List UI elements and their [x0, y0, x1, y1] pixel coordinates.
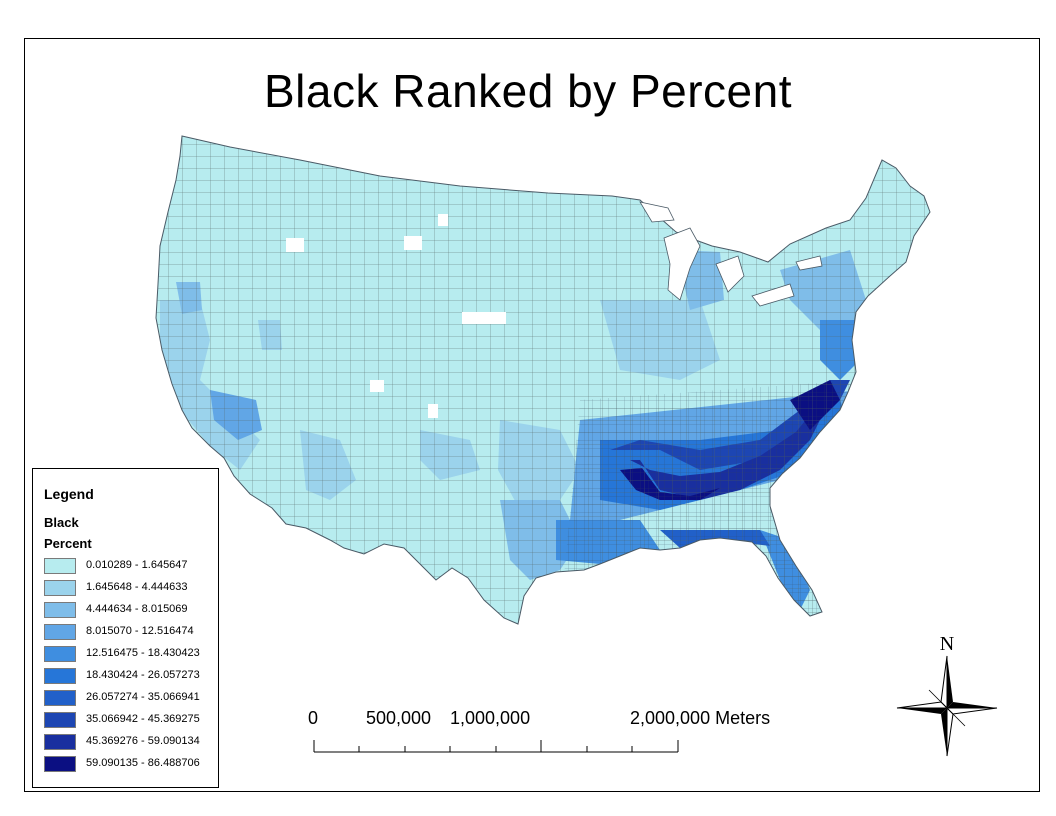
legend-swatch [44, 756, 76, 772]
legend-label: 0.010289 - 1.645647 [86, 559, 188, 571]
legend-swatch [44, 558, 76, 574]
legend-label: 1.645648 - 4.444633 [86, 581, 188, 593]
legend-swatch [44, 624, 76, 640]
legend-label: 8.015070 - 12.516474 [86, 625, 194, 637]
legend-swatch [44, 602, 76, 618]
legend-swatch [44, 734, 76, 750]
map-title: Black Ranked by Percent [264, 65, 792, 117]
legend-swatch [44, 580, 76, 596]
legend-label: 59.090135 - 86.488706 [86, 757, 200, 769]
legend-swatch [44, 646, 76, 662]
legend-swatch [44, 668, 76, 684]
scale-label-0: 0 [308, 708, 319, 728]
legend-label: 12.516475 - 18.430423 [86, 647, 200, 659]
scale-label-500000: 500,000 [366, 708, 432, 728]
legend-label: 45.369276 - 59.090134 [86, 735, 200, 747]
legend-field-name: Percent [44, 536, 92, 551]
legend-title: Legend [44, 486, 94, 502]
scale-label-2000000: 2,000,000 Meters [630, 708, 771, 728]
scale-bar-ticks [313, 740, 679, 753]
north-label: N [940, 633, 954, 655]
legend-layer-name: Black [44, 515, 79, 530]
legend-box: Legend Black Percent 0.010289 - 1.645647… [32, 468, 219, 788]
scale-bar: 0 500,000 1,000,000 2,000,000 Meters [300, 706, 820, 756]
legend-label: 35.066942 - 45.369275 [86, 713, 200, 725]
legend-swatch [44, 690, 76, 706]
legend-label: 4.444634 - 8.015069 [86, 603, 188, 615]
scale-label-1000000: 1,000,000 [450, 708, 531, 728]
map-frame [24, 38, 1040, 792]
north-arrow-icon: N [895, 630, 999, 758]
legend-label: 18.430424 - 26.057273 [86, 669, 200, 681]
legend-swatch [44, 712, 76, 728]
legend-label: 26.057274 - 35.066941 [86, 691, 200, 703]
